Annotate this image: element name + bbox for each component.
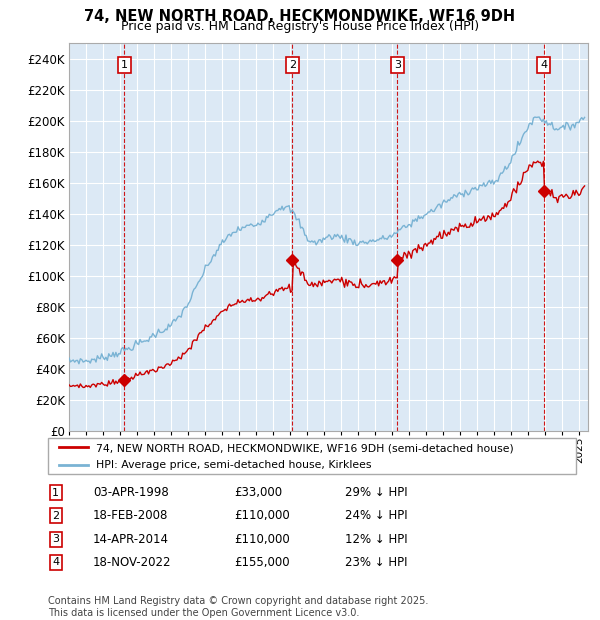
Text: 23% ↓ HPI: 23% ↓ HPI [345, 556, 407, 569]
Text: HPI: Average price, semi-detached house, Kirklees: HPI: Average price, semi-detached house,… [95, 460, 371, 471]
Text: 18-NOV-2022: 18-NOV-2022 [93, 556, 172, 569]
Text: £110,000: £110,000 [234, 533, 290, 546]
Text: 74, NEW NORTH ROAD, HECKMONDWIKE, WF16 9DH (semi-detached house): 74, NEW NORTH ROAD, HECKMONDWIKE, WF16 9… [95, 443, 513, 453]
Text: 2: 2 [289, 60, 296, 70]
Text: 2: 2 [52, 511, 59, 521]
Text: 4: 4 [540, 60, 547, 70]
Text: Contains HM Land Registry data © Crown copyright and database right 2025.: Contains HM Land Registry data © Crown c… [48, 596, 428, 606]
Text: 74, NEW NORTH ROAD, HECKMONDWIKE, WF16 9DH: 74, NEW NORTH ROAD, HECKMONDWIKE, WF16 9… [85, 9, 515, 24]
Text: 12% ↓ HPI: 12% ↓ HPI [345, 533, 407, 546]
Text: 4: 4 [52, 557, 59, 567]
Text: 1: 1 [121, 60, 128, 70]
Text: This data is licensed under the Open Government Licence v3.0.: This data is licensed under the Open Gov… [48, 608, 359, 618]
Text: 14-APR-2014: 14-APR-2014 [93, 533, 169, 546]
Text: 29% ↓ HPI: 29% ↓ HPI [345, 487, 407, 499]
Text: £155,000: £155,000 [234, 556, 290, 569]
Text: £110,000: £110,000 [234, 510, 290, 522]
Text: 1: 1 [52, 488, 59, 498]
Text: 3: 3 [394, 60, 401, 70]
Text: 24% ↓ HPI: 24% ↓ HPI [345, 510, 407, 522]
Text: Price paid vs. HM Land Registry's House Price Index (HPI): Price paid vs. HM Land Registry's House … [121, 20, 479, 33]
Text: 03-APR-1998: 03-APR-1998 [93, 487, 169, 499]
Text: £33,000: £33,000 [234, 487, 282, 499]
Text: 3: 3 [52, 534, 59, 544]
Text: 18-FEB-2008: 18-FEB-2008 [93, 510, 169, 522]
